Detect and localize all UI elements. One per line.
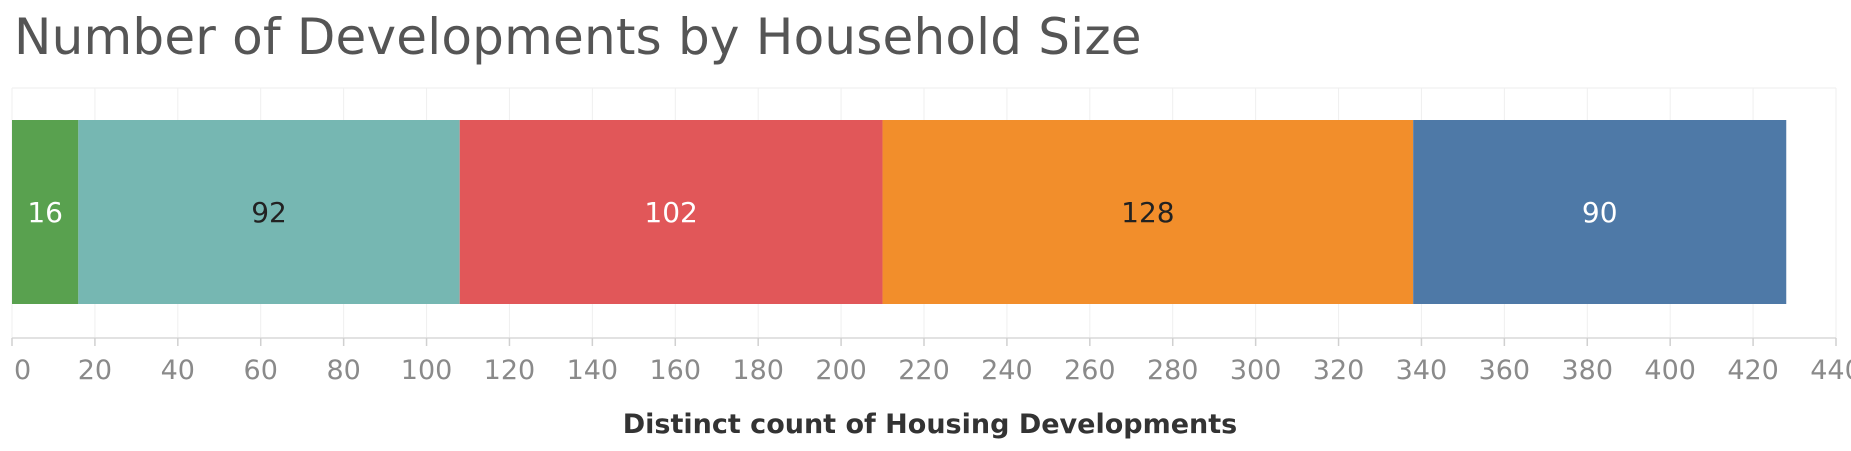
x-tick-label: 360: [1479, 355, 1531, 386]
bar-segment-3: [459, 120, 883, 304]
x-tick-label: 320: [1313, 355, 1365, 386]
x-tick-label: 20: [78, 355, 112, 386]
bar-segment-1: [12, 120, 79, 304]
bar-value-label-2: 92: [251, 196, 287, 229]
x-tick-label: 280: [1147, 355, 1199, 386]
bar-segment-5: [1413, 120, 1787, 304]
x-tick-label: 40: [161, 355, 195, 386]
bar-value-labels: 16 92 102 128 90: [27, 196, 1617, 229]
x-tick-label: 400: [1644, 355, 1696, 386]
x-axis-title: Distinct count of Housing Developments: [623, 409, 1238, 440]
bar-value-label-5: 90: [1582, 196, 1618, 229]
x-tick-label: 200: [815, 355, 867, 386]
x-tick-label: 160: [649, 355, 701, 386]
x-tick-label: 60: [244, 355, 278, 386]
x-tick-label: 380: [1561, 355, 1613, 386]
bar-segment-2: [78, 120, 460, 304]
bar-value-label-3: 102: [644, 196, 697, 229]
bar-value-label-4: 128: [1121, 196, 1174, 229]
x-tick-label: 300: [1230, 355, 1282, 386]
x-tick-label: 340: [1396, 355, 1448, 386]
x-tick-label: 80: [326, 355, 360, 386]
chart-title: Number of Developments by Household Size: [14, 8, 1142, 66]
x-tick-label: 0: [14, 355, 31, 386]
bar-segment-4: [882, 120, 1414, 304]
x-tick-label: 220: [898, 355, 950, 386]
bar-segments: [12, 120, 1787, 304]
x-tick-label: 420: [1727, 355, 1779, 386]
x-tick-label: 260: [1064, 355, 1116, 386]
bar-value-label-1: 16: [27, 196, 63, 229]
x-tick-label: 240: [981, 355, 1033, 386]
x-axis-ticks: 0 20 40 60 80 100 120 140 160 180 200 220 240 260 280 3…: [11, 338, 1851, 386]
x-tick-label: 100: [401, 355, 453, 386]
x-tick-label: 140: [567, 355, 619, 386]
x-tick-label: 120: [484, 355, 536, 386]
x-tick-label: 180: [732, 355, 784, 386]
x-tick-label: 440: [1810, 355, 1851, 386]
